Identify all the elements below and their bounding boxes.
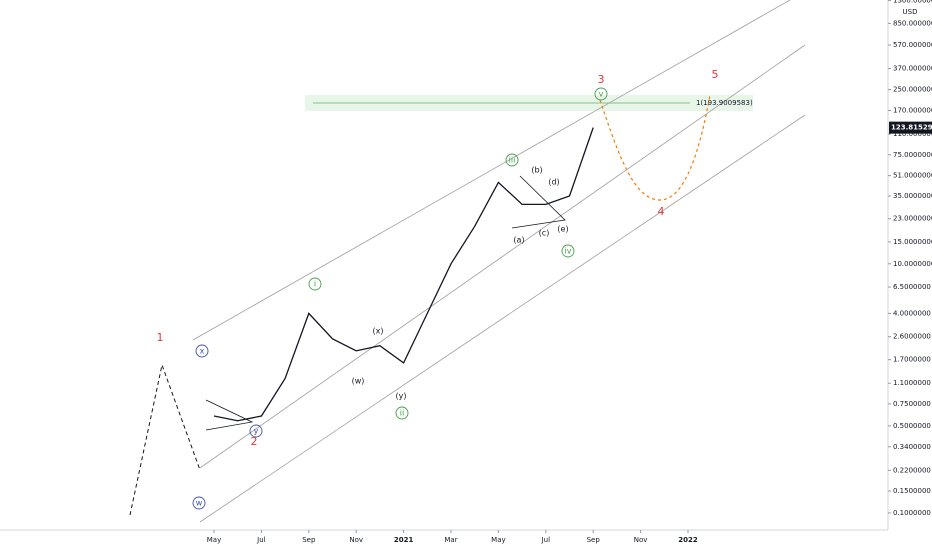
wave-label: (c) xyxy=(539,229,550,238)
wave-label: (w) xyxy=(352,377,365,386)
fib-label: 1(193.9009583) xyxy=(696,99,753,107)
wave-label: (e) xyxy=(557,225,568,234)
wave-label: 5 xyxy=(712,68,719,81)
x-tick-label: May xyxy=(207,536,221,544)
x-tick-label: Jul xyxy=(256,536,266,544)
y-tick-label: 0.1000000 xyxy=(893,509,931,517)
wave-label: (y) xyxy=(396,392,407,401)
wave-circle xyxy=(561,244,575,258)
y-tick-label: 0.5000000 xyxy=(893,422,931,430)
wave-label: iii xyxy=(509,156,516,165)
projection-past xyxy=(129,363,201,516)
x-tick-label: Sep xyxy=(302,536,316,544)
wave-circle xyxy=(192,496,206,510)
currency: USD xyxy=(903,8,918,16)
channel-lower xyxy=(199,114,806,523)
wave-label: x xyxy=(200,347,205,356)
y-tick-label: 0.7500000 xyxy=(893,400,931,408)
wave-label: (b) xyxy=(531,166,542,175)
y-tick-label: 23.0000000 xyxy=(893,215,932,223)
wave-label: 4 xyxy=(658,205,665,218)
y-tick-label: 850.0000000 xyxy=(893,19,932,27)
y-tick-label: 1.7000000 xyxy=(893,356,931,364)
x-tick-label: Jul xyxy=(541,536,551,544)
wave-circle xyxy=(395,406,409,420)
y-tick-label: 0.3400000 xyxy=(893,443,931,451)
channel-middle xyxy=(199,44,806,469)
y-tick-label: 75.0000000 xyxy=(893,151,932,159)
x-tick-label: Sep xyxy=(587,536,601,544)
wave-label: 2 xyxy=(251,435,258,448)
wave-label: (x) xyxy=(373,327,384,336)
wave-label: (a) xyxy=(513,236,524,245)
price-line xyxy=(213,127,594,422)
y-tick-label: 10.0000000 xyxy=(893,260,932,268)
x-tick-label: May xyxy=(491,536,505,544)
x-tick-label: Nov xyxy=(634,536,648,544)
wave-label: (d) xyxy=(548,178,559,187)
y-tick-label: 2.6000000 xyxy=(893,333,931,341)
wave-label: i xyxy=(314,280,316,289)
current-price-box xyxy=(889,121,932,134)
y-tick-label: 4.0000000 xyxy=(893,309,931,317)
wave-label: 3 xyxy=(598,73,605,86)
y-tick-label: 0.1500000 xyxy=(893,487,931,495)
current-price-label: 123.8152930 xyxy=(891,124,932,132)
wave-label: ii xyxy=(400,409,404,418)
channel-upper xyxy=(192,0,791,341)
y-tick-label: 370.0000000 xyxy=(893,64,932,72)
x-tick-label: Nov xyxy=(349,536,363,544)
wave-label: 1 xyxy=(157,331,164,344)
wave-circle xyxy=(195,344,209,358)
wave-circle xyxy=(505,153,519,167)
y-tick-label: 170.0000000 xyxy=(893,106,932,114)
x-tick-label: 2021 xyxy=(394,536,414,544)
y-tick-label: 35.0000000 xyxy=(893,192,932,200)
wave-circle xyxy=(249,424,263,438)
projection-future xyxy=(599,94,711,201)
y-tick-label: 51.0000000 xyxy=(893,172,932,180)
x-tick-label: Mar xyxy=(444,536,457,544)
y-tick-label: 570.0000000 xyxy=(893,41,932,49)
wave-label: w xyxy=(196,499,203,508)
y-tick-label: 1.1000000 xyxy=(893,379,931,387)
y-tick-label: 110.0000000 xyxy=(893,130,932,138)
x-tick-label: 2022 xyxy=(678,536,698,544)
y-tick-label: 15.0000000 xyxy=(893,238,932,246)
triangle xyxy=(511,175,566,229)
y-tick-label: 0.2200000 xyxy=(893,466,931,474)
wave-circle xyxy=(308,277,322,291)
y-tick-label: 6.5000000 xyxy=(893,283,931,291)
y-tick-label: 1300.0000000 xyxy=(893,0,932,4)
y-tick-label: 250.0000000 xyxy=(893,86,932,94)
wave-label: y xyxy=(254,427,259,436)
wave-label: iv xyxy=(565,247,572,256)
wave-circle xyxy=(594,87,608,101)
wave-label: v xyxy=(599,90,604,99)
triangle xyxy=(205,399,254,431)
